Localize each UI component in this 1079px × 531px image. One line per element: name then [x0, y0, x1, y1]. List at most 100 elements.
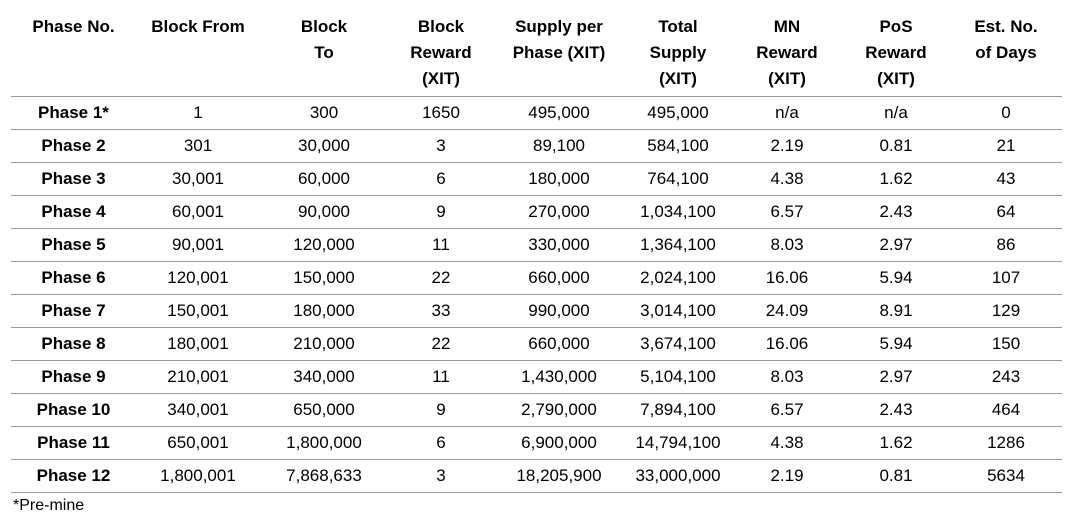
table-cell: 301: [136, 129, 260, 163]
column-header-line: Est. No.: [974, 17, 1038, 36]
table-cell: 150: [950, 327, 1062, 361]
table-cell: 300: [260, 96, 388, 130]
column-header: Supply per Phase (XIT): [494, 12, 624, 97]
table-row: Phase 10 340,001 650,000 9 2,790,000 7,894,10…: [11, 393, 1062, 427]
table-cell: 150,001: [136, 294, 260, 328]
table-cell: 16.06: [732, 327, 842, 361]
table-cell: 86: [950, 228, 1062, 262]
table-cell: 14,794,100: [624, 426, 732, 460]
table-cell: 1,800,000: [260, 426, 388, 460]
table-row: Phase 7 150,001 180,000 33 990,000 3,014,100 2…: [11, 294, 1062, 328]
table-row: Phase 12 1,800,001 7,868,633 3 18,205,900 33,…: [11, 459, 1062, 493]
column-header: Est. No. of Days: [950, 12, 1062, 97]
table-cell: 3,014,100: [624, 294, 732, 328]
phase-name-cell: Phase 8: [11, 327, 136, 361]
table-cell: n/a: [732, 96, 842, 130]
table-row: Phase 2 301 30,000 3 89,100 584,100 2.19 0.81 21: [11, 129, 1062, 163]
table-cell: 22: [388, 261, 494, 295]
table-cell: 660,000: [494, 327, 624, 361]
table-cell: 1650: [388, 96, 494, 130]
table-cell: 60,000: [260, 162, 388, 196]
table-cell: 180,001: [136, 327, 260, 361]
phase-name-cell: Phase 6: [11, 261, 136, 295]
table-cell: 1.62: [842, 162, 950, 196]
table-header: Phase No. Block From Block To Block Reward (XI…: [11, 12, 1062, 97]
table-cell: 5,104,100: [624, 360, 732, 394]
table-cell: 1,034,100: [624, 195, 732, 229]
table-cell: 9: [388, 393, 494, 427]
table-cell: 6: [388, 162, 494, 196]
table-row: Phase 4 60,001 90,000 9 270,000 1,034,100 6.57…: [11, 195, 1062, 229]
table-cell: 2,024,100: [624, 261, 732, 295]
table-cell: 210,001: [136, 360, 260, 394]
table-cell: 5.94: [842, 327, 950, 361]
column-header-line: (XIT): [877, 69, 915, 88]
table-cell: 7,894,100: [624, 393, 732, 427]
table-cell: 4.38: [732, 162, 842, 196]
table-cell: 340,000: [260, 360, 388, 394]
column-header-line: Reward: [756, 43, 818, 62]
table-body: Phase 1* 1 300 1650 495,000 495,000 n/a n/a 0 Pha…: [11, 96, 1062, 493]
column-header-line: Phase (XIT): [512, 43, 606, 62]
table-cell: 90,000: [260, 195, 388, 229]
column-header: MN Reward (XIT): [732, 12, 842, 97]
table-cell: 30,000: [260, 129, 388, 163]
table-cell: 5.94: [842, 261, 950, 295]
phase-name-cell: Phase 4: [11, 195, 136, 229]
table-cell: 243: [950, 360, 1062, 394]
column-header-line: Supply per: [515, 17, 603, 36]
table-cell: 495,000: [494, 96, 624, 130]
table-cell: 11: [388, 360, 494, 394]
column-header-line: (XIT): [659, 69, 697, 88]
table-cell: 495,000: [624, 96, 732, 130]
column-header-line: To: [314, 43, 334, 62]
table-cell: 1,430,000: [494, 360, 624, 394]
phase-name-cell: Phase 9: [11, 360, 136, 394]
header-row: Phase No. Block From Block To Block Reward (XI…: [11, 12, 1062, 97]
table-cell: 8.91: [842, 294, 950, 328]
table-cell: 180,000: [260, 294, 388, 328]
table-cell: 6: [388, 426, 494, 460]
column-header-line: Block From: [151, 17, 245, 36]
table-cell: 33: [388, 294, 494, 328]
table-cell: 24.09: [732, 294, 842, 328]
table-cell: 2.19: [732, 459, 842, 493]
table-cell: 330,000: [494, 228, 624, 262]
table-cell: 4.38: [732, 426, 842, 460]
table-cell: 2.43: [842, 195, 950, 229]
table-cell: 1,364,100: [624, 228, 732, 262]
table-cell: 584,100: [624, 129, 732, 163]
column-header-line: Block: [300, 17, 348, 36]
table-cell: 2,790,000: [494, 393, 624, 427]
table-cell: 9: [388, 195, 494, 229]
table-cell: 8.03: [732, 360, 842, 394]
phase-name-cell: Phase 3: [11, 162, 136, 196]
phase-table-container: Phase No. Block From Block To Block Reward (XI…: [11, 12, 1062, 493]
table-cell: 2.97: [842, 360, 950, 394]
table-cell: 6.57: [732, 195, 842, 229]
table-cell: 150,000: [260, 261, 388, 295]
column-header: PoS Reward (XIT): [842, 12, 950, 97]
table-cell: 2.19: [732, 129, 842, 163]
table-cell: 60,001: [136, 195, 260, 229]
phase-name-cell: Phase 2: [11, 129, 136, 163]
table-cell: 18,205,900: [494, 459, 624, 493]
table-cell: n/a: [842, 96, 950, 130]
table-cell: 464: [950, 393, 1062, 427]
table-cell: 16.06: [732, 261, 842, 295]
table-cell: 0: [950, 96, 1062, 130]
table-cell: 650,000: [260, 393, 388, 427]
column-header-line: (XIT): [422, 69, 460, 88]
table-cell: 340,001: [136, 393, 260, 427]
column-header: Phase No.: [11, 12, 136, 97]
table-cell: 90,001: [136, 228, 260, 262]
table-cell: 11: [388, 228, 494, 262]
table-cell: 660,000: [494, 261, 624, 295]
table-cell: 22: [388, 327, 494, 361]
table-cell: 120,001: [136, 261, 260, 295]
phase-name-cell: Phase 12: [11, 459, 136, 493]
table-cell: 650,001: [136, 426, 260, 460]
table-cell: 89,100: [494, 129, 624, 163]
table-row: Phase 11 650,001 1,800,000 6 6,900,000 14,794…: [11, 426, 1062, 460]
table-cell: 5634: [950, 459, 1062, 493]
